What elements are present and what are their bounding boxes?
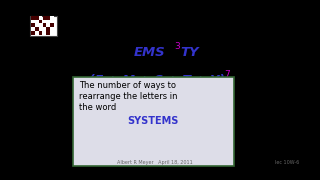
Bar bbox=[39, 19, 43, 23]
Bar bbox=[46, 23, 50, 27]
Text: the word: the word bbox=[79, 103, 116, 112]
Bar bbox=[43, 31, 46, 35]
Bar bbox=[39, 16, 43, 19]
Bar bbox=[35, 23, 39, 27]
Bar bbox=[46, 16, 50, 19]
Bar bbox=[31, 31, 35, 35]
Bar bbox=[31, 27, 35, 31]
Bar bbox=[43, 16, 46, 19]
Bar bbox=[35, 31, 39, 35]
Bar bbox=[31, 16, 35, 19]
Bar bbox=[43, 19, 46, 23]
Text: Albert R Meyer   April 18, 2011: Albert R Meyer April 18, 2011 bbox=[117, 160, 193, 165]
Bar bbox=[35, 16, 39, 19]
Bar bbox=[50, 19, 54, 23]
Bar bbox=[50, 16, 54, 19]
Text: (E + M + S + T + Y): (E + M + S + T + Y) bbox=[90, 74, 226, 87]
Bar bbox=[46, 31, 50, 35]
Text: 3: 3 bbox=[174, 42, 180, 51]
Text: in the expansion of: in the expansion of bbox=[96, 60, 196, 70]
Text: What is the coefficient of: What is the coefficient of bbox=[108, 33, 240, 43]
Bar bbox=[35, 27, 39, 31]
Bar bbox=[50, 31, 54, 35]
Bar bbox=[39, 27, 43, 31]
Bar bbox=[31, 19, 35, 23]
Bar bbox=[39, 31, 43, 35]
Text: multinomials: multinomials bbox=[129, 19, 219, 32]
Text: SYSTEMS: SYSTEMS bbox=[127, 116, 178, 126]
Bar bbox=[43, 23, 46, 27]
Bar bbox=[39, 23, 43, 27]
Text: 7: 7 bbox=[224, 70, 230, 79]
Bar bbox=[35, 19, 39, 23]
Text: lec 10W-6: lec 10W-6 bbox=[275, 160, 299, 165]
Bar bbox=[31, 23, 35, 27]
Text: The number of ways to: The number of ways to bbox=[79, 81, 176, 90]
Bar bbox=[46, 19, 50, 23]
Text: EMS: EMS bbox=[134, 46, 165, 59]
Text: TY: TY bbox=[181, 46, 199, 59]
Text: rearrange the letters in: rearrange the letters in bbox=[79, 92, 178, 101]
Bar bbox=[50, 27, 54, 31]
FancyBboxPatch shape bbox=[73, 77, 234, 166]
Bar bbox=[46, 27, 50, 31]
Bar bbox=[50, 23, 54, 27]
Bar bbox=[43, 27, 46, 31]
Text: ?: ? bbox=[231, 74, 242, 87]
FancyBboxPatch shape bbox=[30, 16, 57, 36]
